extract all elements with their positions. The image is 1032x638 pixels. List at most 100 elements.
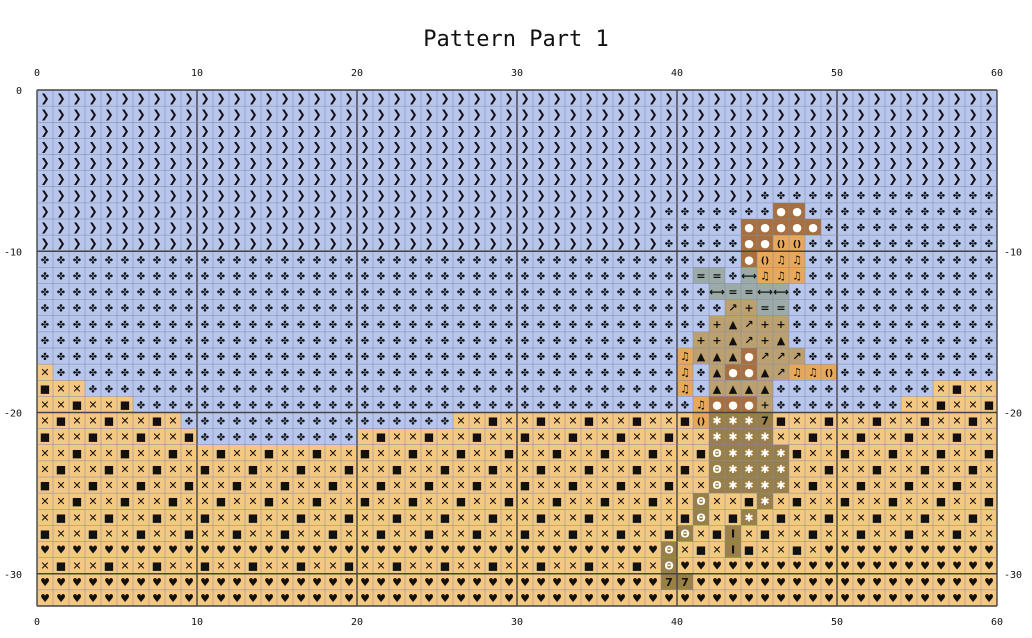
stitch-cell (357, 106, 373, 123)
stitch-symbol-sand-square: ■ (424, 479, 434, 492)
stitch-cell (725, 235, 741, 252)
stitch-cell (37, 122, 53, 139)
stitch-symbol-sky-dots: ✤ (457, 368, 465, 379)
stitch-symbol-sky-dots: ✤ (185, 417, 193, 428)
stitch-symbol-sky-arrow: ❯ (584, 221, 593, 234)
stitch-symbol-sky-dots: ✤ (313, 417, 321, 428)
stitch-cell (965, 186, 981, 203)
stitch-cell (981, 106, 997, 123)
stitch-symbol-sky-arrow: ❯ (408, 189, 417, 202)
stitch-symbol-sky-arrow: ❯ (616, 237, 625, 250)
stitch-symbol-sky-arrow: ❯ (664, 140, 673, 153)
stitch-symbol-sky-arrow: ❯ (344, 157, 353, 170)
stitch-symbol-sand-cross: ✕ (920, 495, 929, 508)
stitch-symbol-sand-heart: ♥ (920, 560, 930, 573)
stitch-symbol-sky-dots: ✤ (969, 271, 977, 282)
stitch-cell (837, 235, 853, 252)
stitch-symbol-sky-dots: ✤ (985, 368, 993, 379)
stitch-symbol-sand-square: ■ (824, 415, 834, 428)
stitch-symbol-sand-cross: ✕ (888, 463, 897, 476)
stitch-symbol-sky-arrow: ❯ (216, 237, 225, 250)
stitch-symbol-tan-plus: + (760, 318, 769, 331)
stitch-cell (229, 138, 245, 155)
stitch-symbol-sand-cross: ✕ (120, 511, 129, 524)
stitch-cell (917, 154, 933, 171)
stitch-symbol-sand-cross: ✕ (744, 527, 753, 540)
stitch-symbol-sky-arrow: ❯ (280, 173, 289, 186)
stitch-symbol-sky-arrow: ❯ (728, 140, 737, 153)
stitch-symbol-sand-heart: ♥ (648, 544, 658, 557)
stitch-cell (757, 154, 773, 171)
stitch-symbol-sand-cross: ✕ (376, 560, 385, 573)
stitch-cell (181, 138, 197, 155)
stitch-symbol-sand-cross: ✕ (72, 463, 81, 476)
stitch-symbol-sand-heart: ♥ (888, 592, 898, 605)
stitch-symbol-olive-theta: Θ (696, 495, 705, 508)
stitch-symbol-sand-heart: ♥ (936, 544, 946, 557)
stitch-symbol-sand-heart: ♥ (872, 544, 882, 557)
stitch-cell (213, 219, 229, 236)
stitch-cell (309, 202, 325, 219)
stitch-symbol-sky-arrow: ❯ (456, 92, 465, 105)
stitch-symbol-sky-dots: ✤ (905, 384, 913, 395)
stitch-symbol-sand-square: ■ (776, 415, 786, 428)
stitch-symbol-orange-note: ♫ (776, 253, 786, 266)
stitch-symbol-sky-dots: ✤ (313, 384, 321, 395)
stitch-symbol-sand-heart: ♥ (168, 576, 178, 589)
stitch-symbol-sky-arrow: ❯ (680, 108, 689, 121)
stitch-symbol-sky-arrow: ❯ (424, 189, 433, 202)
stitch-symbol-sky-dots: ✤ (265, 400, 273, 411)
left-tick-label: -20 (4, 409, 22, 420)
stitch-symbol-sand-square: ■ (296, 560, 306, 573)
stitch-cell (197, 235, 213, 252)
stitch-cell (533, 138, 549, 155)
stitch-symbol-sand-cross: ✕ (248, 479, 257, 492)
stitch-symbol-sand-square: ■ (568, 431, 578, 444)
stitch-symbol-sky-arrow: ❯ (760, 108, 769, 121)
stitch-symbol-sky-arrow: ❯ (136, 124, 145, 137)
stitch-cell (181, 219, 197, 236)
stitch-symbol-olive-seven: 7 (761, 415, 769, 428)
stitch-cell (805, 202, 821, 219)
stitch-symbol-sky-arrow: ❯ (88, 157, 97, 170)
stitch-symbol-sky-dots: ✤ (649, 400, 657, 411)
stitch-symbol-sky-dots: ✤ (473, 288, 481, 299)
stitch-symbol-sky-arrow: ❯ (168, 237, 177, 250)
right-tick-label: -30 (1004, 570, 1022, 581)
stitch-symbol-sky-arrow: ❯ (168, 140, 177, 153)
stitch-symbol-sand-square: ■ (312, 495, 322, 508)
stitch-cell (917, 267, 933, 284)
stitch-symbol-sky-dots: ✤ (313, 304, 321, 315)
stitch-symbol-sky-arrow: ❯ (280, 221, 289, 234)
stitch-symbol-sky-arrow: ❯ (936, 124, 945, 137)
stitch-symbol-sky-arrow: ❯ (120, 205, 129, 218)
stitch-symbol-sand-cross: ✕ (600, 415, 609, 428)
stitch-symbol-sky-dots: ✤ (281, 352, 289, 363)
stitch-cell (149, 170, 165, 187)
stitch-cell (885, 202, 901, 219)
stitch-symbol-tan-plus: + (712, 318, 721, 331)
stitch-symbol-sand-cross: ✕ (168, 479, 177, 492)
stitch-symbol-brown-circle: ● (776, 221, 786, 234)
stitch-cell (661, 283, 677, 300)
stitch-cell (981, 219, 997, 236)
stitch-cell (885, 219, 901, 236)
stitch-symbol-sand-cross: ✕ (328, 447, 337, 460)
stitch-symbol-sand-cross: ✕ (904, 415, 913, 428)
stitch-cell (181, 154, 197, 171)
stitch-symbol-sand-cross: ✕ (984, 479, 993, 492)
stitch-symbol-sand-cross: ✕ (360, 511, 369, 524)
stitch-symbol-sand-cross: ✕ (584, 495, 593, 508)
stitch-symbol-sand-heart: ♥ (648, 576, 658, 589)
stitch-symbol-sky-dots: ✤ (409, 352, 417, 363)
stitch-symbol-sky-dots: ✤ (265, 288, 273, 299)
stitch-symbol-sky-arrow: ❯ (632, 157, 641, 170)
stitch-symbol-sky-dots: ✤ (329, 368, 337, 379)
stitch-cell (677, 170, 693, 187)
stitch-symbol-sky-dots: ✤ (409, 400, 417, 411)
top-tick-label: 10 (191, 68, 203, 79)
stitch-symbol-sky-dots: ✤ (505, 400, 513, 411)
stitch-symbol-sky-dots: ✤ (105, 288, 113, 299)
stitch-cell (341, 251, 357, 268)
stitch-cell (197, 219, 213, 236)
